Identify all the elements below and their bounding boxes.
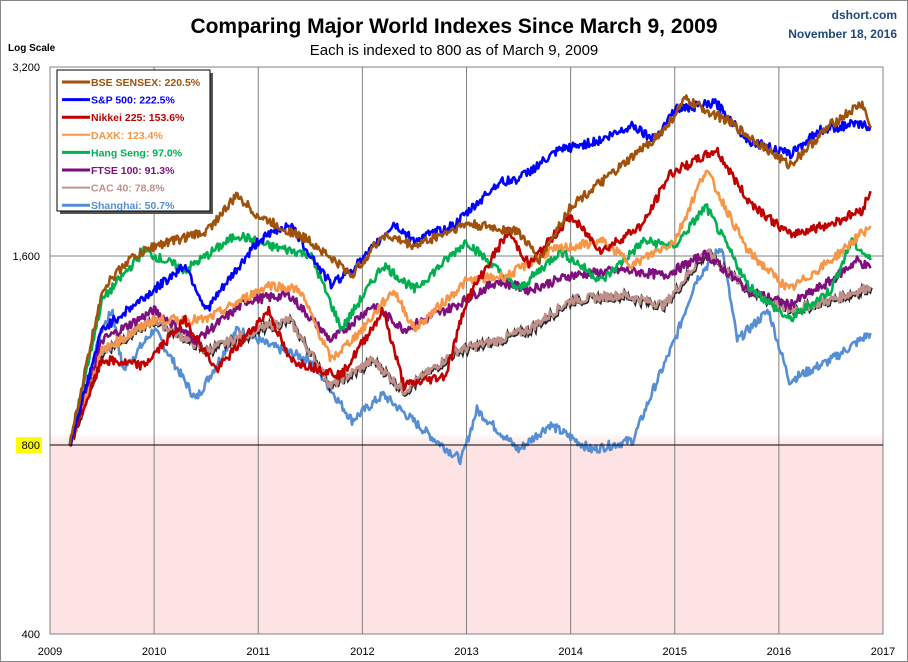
date-label: November 18, 2016 bbox=[788, 27, 897, 41]
y-tick-label: 800 bbox=[22, 440, 40, 452]
legend-entry: S&P 500: 222.5% bbox=[91, 95, 176, 107]
legend: BSE SENSEX: 220.5% S&P 500: 222.5% Nikkei … bbox=[56, 69, 213, 214]
series-line-ftse-100 bbox=[69, 249, 872, 447]
legend-entry: FTSE 100: 91.3% bbox=[91, 165, 175, 177]
scale-label: Log Scale bbox=[8, 43, 56, 54]
legend-entry: Hang Seng: 97.0% bbox=[91, 147, 183, 159]
series-line-shanghai bbox=[68, 247, 872, 466]
legend-entry: BSE SENSEX: 220.5% bbox=[91, 77, 201, 89]
x-tick-label: 2014 bbox=[558, 646, 582, 658]
chart-title: Comparing Major World Indexes Since Marc… bbox=[190, 15, 717, 38]
legend-entry: CAC 40: 78.8% bbox=[91, 183, 165, 195]
legend-entry: DAXK: 123.4% bbox=[91, 130, 163, 142]
x-tick-label: 2009 bbox=[38, 646, 62, 658]
y-tick-label: 1,600 bbox=[12, 251, 40, 263]
series-line-bse-sensex bbox=[68, 94, 872, 446]
x-tick-label: 2010 bbox=[142, 646, 166, 658]
legend-entry: Nikkei 225: 153.6% bbox=[91, 112, 185, 124]
x-tick-label: 2012 bbox=[350, 646, 374, 658]
source-label: dshort.com bbox=[832, 8, 897, 22]
x-tick-label: 2015 bbox=[663, 646, 687, 658]
x-tick-label: 2016 bbox=[767, 646, 791, 658]
plot-area: 2009 2010 2011 2012 2013 2014 2015 2016 2017 3,20… bbox=[12, 62, 895, 658]
series-line-daxk bbox=[68, 169, 872, 446]
chart-subtitle: Each is indexed to 800 as of March 9, 20… bbox=[310, 42, 599, 59]
series-line-nikkei-225 bbox=[68, 146, 872, 446]
base-label-highlight bbox=[16, 437, 42, 453]
series-line-hang-seng bbox=[68, 203, 872, 446]
y-tick-label: 400 bbox=[22, 629, 40, 641]
x-tick-label: 2013 bbox=[454, 646, 478, 658]
legend-entry: Shanghai: 50.7% bbox=[91, 200, 175, 212]
x-tick-label: 2017 bbox=[871, 646, 895, 658]
x-tick-label: 2011 bbox=[246, 646, 270, 658]
y-tick-label: 3,200 bbox=[12, 62, 40, 74]
